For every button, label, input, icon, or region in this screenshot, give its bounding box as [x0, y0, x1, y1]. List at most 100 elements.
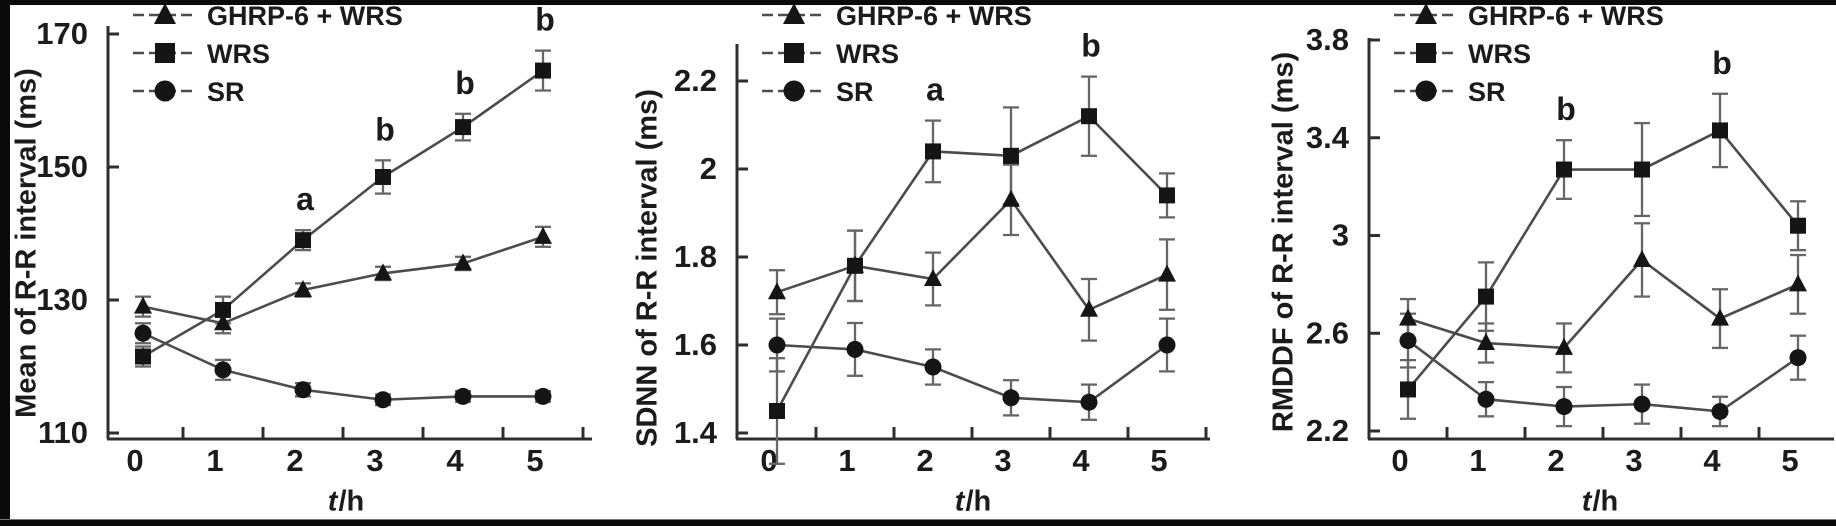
x-axis-tick-label: 0	[1391, 443, 1408, 478]
legend-item-label: WRS	[836, 39, 899, 69]
legend-triangle-icon	[154, 3, 176, 24]
data-point-square	[847, 257, 863, 274]
x-axis-tick-label: 1	[206, 443, 223, 478]
legend-item: SR	[133, 77, 245, 107]
legend-item: SR	[1394, 77, 1506, 107]
data-point-square	[1634, 161, 1650, 178]
x-axis-label-1: t/h	[328, 486, 364, 519]
data-point-triangle	[1080, 299, 1098, 317]
legend-square-icon	[155, 43, 175, 63]
y-axis-tick-label: 2.2	[1306, 413, 1349, 448]
data-point-square	[1556, 161, 1572, 178]
data-point-circle	[1080, 393, 1098, 411]
x-axis-tick-label: 2	[286, 443, 303, 478]
x-axis-tick-label: 0	[760, 443, 777, 478]
legend-square-icon	[784, 43, 804, 63]
legend-item-label: GHRP-6 + WRS	[836, 1, 1032, 31]
data-point-circle	[924, 358, 942, 376]
legend-item: GHRP-6 + WRS	[1394, 1, 1664, 31]
y-axis-tick-label: 2.6	[1306, 315, 1349, 350]
figure-border-top	[0, 0, 1836, 5]
series-line-circle	[142, 332, 543, 402]
data-point-triangle	[294, 280, 312, 298]
data-point-circle	[1158, 336, 1176, 354]
x-axis-tick-label: 4	[446, 443, 464, 478]
y-axis-tick-label: 1.8	[674, 239, 717, 274]
x-axis-label-unit: /h	[965, 485, 992, 518]
legend-circle-icon	[783, 80, 805, 102]
series-line-circle	[776, 343, 1168, 404]
data-point-square	[1159, 187, 1175, 204]
legend-item-label: GHRP-6 + WRS	[1468, 1, 1664, 31]
legend-triangle-icon	[1415, 3, 1437, 24]
data-point-triangle	[134, 296, 152, 314]
legend-item-label: SR	[1468, 77, 1506, 107]
data-point-square	[135, 348, 151, 365]
data-point-triangle	[1002, 189, 1020, 207]
figure-border-left	[0, 0, 10, 526]
data-point-triangle	[1711, 308, 1729, 326]
data-point-triangle	[768, 282, 786, 300]
data-point-square	[215, 301, 231, 318]
data-point-triangle	[1477, 333, 1495, 351]
chart-panel-1: 110 130 150 170 0 1 2 3 4 5 a b b b GHRP-6 + WRS WRS SR	[36, 1, 592, 478]
y-axis-tick-label: 130	[36, 282, 88, 317]
data-point-circle	[214, 361, 232, 379]
x-axis-tick-label: 0	[126, 443, 143, 478]
x-axis-tick-label: 3	[366, 443, 383, 478]
y-axis-tick-label: 3.4	[1306, 120, 1350, 155]
x-axis-tick-label: 1	[838, 443, 855, 478]
legend: GHRP-6 + WRS WRS SR	[1394, 1, 1664, 107]
y-axis-tick-label: 1.4	[674, 415, 718, 450]
x-axis-tick-label: 4	[1703, 443, 1721, 478]
data-point-circle	[294, 381, 312, 399]
x-axis-tick-label: 2	[1547, 443, 1564, 478]
data-point-circle	[534, 387, 552, 405]
data-point-circle	[768, 336, 786, 354]
y-axis-tick-label: 2	[700, 151, 717, 186]
legend-item: WRS	[762, 39, 899, 69]
series-line-triangle	[1407, 258, 1799, 350]
data-point-triangle	[374, 263, 392, 281]
series-line-triangle	[142, 235, 544, 325]
y-axis-tick-label: 1.6	[674, 327, 717, 362]
legend-item-label: SR	[836, 77, 874, 107]
data-point-square	[925, 143, 941, 160]
series-line-square	[775, 114, 1168, 412]
x-axis-tick-label: 5	[1150, 443, 1167, 478]
data-point-circle	[454, 387, 472, 405]
significance-letter: b	[455, 65, 475, 101]
data-point-square	[769, 403, 785, 419]
legend-item-label: WRS	[1468, 39, 1531, 69]
data-point-square	[1712, 122, 1728, 139]
x-axis-tick-label: 5	[1781, 443, 1798, 478]
significance-letter: b	[1712, 45, 1732, 81]
data-point-triangle	[924, 269, 942, 286]
legend-item-label: GHRP-6 + WRS	[207, 1, 403, 31]
x-axis-label-unit: /h	[1592, 485, 1619, 518]
x-axis-label-unit: /h	[338, 485, 365, 518]
significance-letter: b	[1081, 28, 1101, 64]
data-point-square	[455, 119, 471, 136]
significance-letter: a	[296, 181, 314, 217]
data-point-triangle	[1158, 264, 1176, 282]
y-axis-tick-label: 150	[36, 149, 88, 184]
data-point-circle	[1399, 332, 1417, 350]
y-axis-tick-label: 3.8	[1306, 22, 1349, 57]
x-axis-tick-label: 2	[916, 443, 933, 478]
data-point-circle	[1477, 390, 1495, 408]
data-point-triangle	[1399, 308, 1417, 326]
legend: GHRP-6 + WRS WRS SR	[762, 1, 1032, 107]
data-point-triangle	[1555, 337, 1573, 355]
data-point-circle	[134, 324, 152, 342]
series-line-circle	[1407, 339, 1799, 413]
chart-panel-3: 2.2 2.6 3 3.4 3.8 0 1 2 3 4 5 b b GHRP-6 + WRS WRS SR	[1306, 1, 1834, 478]
data-point-circle	[374, 391, 392, 409]
data-point-square	[1400, 381, 1416, 398]
x-axis-label-2: t/h	[955, 486, 991, 519]
legend-item: SR	[762, 77, 874, 107]
data-point-square	[375, 168, 391, 185]
data-point-square	[295, 232, 311, 249]
x-axis-label-3: t/h	[1582, 486, 1618, 519]
